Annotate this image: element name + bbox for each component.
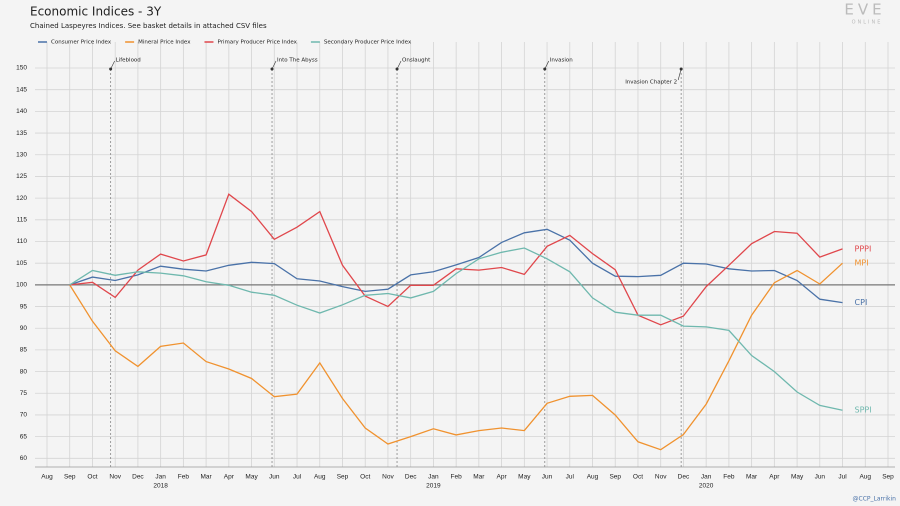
x-tick-label: Aug xyxy=(41,474,53,481)
x-tick-label: Mar xyxy=(473,474,485,481)
x-tick-label: May xyxy=(518,474,531,481)
year-label: 2019 xyxy=(426,483,441,490)
event-connector xyxy=(396,60,402,70)
year-label: 2018 xyxy=(153,483,168,490)
x-tick-label: Jul xyxy=(566,474,575,481)
x-tick-label: Jun xyxy=(269,474,280,481)
x-tick-label: Jan xyxy=(428,474,439,481)
end-label: PPPI xyxy=(855,244,872,253)
x-tick-label: Oct xyxy=(87,474,97,481)
event-connector xyxy=(271,60,277,70)
y-tick-label: 95 xyxy=(20,303,28,310)
x-tick-label: Jan xyxy=(701,474,712,481)
x-tick-label: Sep xyxy=(64,474,76,481)
y-tick-label: 130 xyxy=(16,151,27,158)
legend-label: Secondary Producer Price Index xyxy=(324,40,412,46)
x-tick-label: Aug xyxy=(587,474,599,481)
end-label: MPI xyxy=(855,259,869,268)
x-tick-label: Jul xyxy=(838,474,847,481)
y-tick-label: 105 xyxy=(16,260,27,267)
x-tick-label: Sep xyxy=(337,474,349,481)
series-line xyxy=(69,262,843,451)
x-tick-label: Aug xyxy=(859,474,871,481)
y-tick-label: 120 xyxy=(16,195,27,202)
x-tick-label: Oct xyxy=(360,474,370,481)
x-tick-label: Jun xyxy=(542,474,553,481)
series-line xyxy=(69,193,843,326)
x-tick-label: Dec xyxy=(678,474,690,481)
x-tick-label: Nov xyxy=(382,474,394,481)
x-tick-label: Sep xyxy=(882,474,894,481)
x-tick-label: Apr xyxy=(769,474,780,481)
logo: EVE xyxy=(844,1,885,19)
x-tick-label: Sep xyxy=(609,474,621,481)
y-tick-label: 135 xyxy=(16,130,27,137)
y-tick-label: 60 xyxy=(20,455,28,462)
x-tick-label: Dec xyxy=(132,474,144,481)
event-connector xyxy=(677,68,682,81)
y-tick-label: 75 xyxy=(20,390,28,397)
logo-sub: ONLINE xyxy=(852,20,883,26)
x-tick-label: Mar xyxy=(746,474,758,481)
y-tick-label: 80 xyxy=(20,368,28,375)
x-tick-label: Feb xyxy=(451,474,463,481)
event-label: Invasion Chapter 2 xyxy=(625,80,677,86)
x-tick-label: Jul xyxy=(293,474,302,481)
x-tick-label: May xyxy=(791,474,804,481)
end-label: SPPI xyxy=(855,406,872,415)
x-tick-label: Jan xyxy=(155,474,166,481)
y-tick-label: 90 xyxy=(20,325,28,332)
x-tick-label: Nov xyxy=(109,474,121,481)
y-tick-label: 85 xyxy=(20,347,28,354)
x-tick-label: Aug xyxy=(314,474,326,481)
event-label: Into The Abyss xyxy=(277,58,318,64)
x-tick-label: Oct xyxy=(633,474,643,481)
series-line xyxy=(69,228,843,304)
event-connector xyxy=(544,60,550,70)
y-tick-label: 115 xyxy=(17,217,28,224)
y-tick-label: 110 xyxy=(17,238,28,245)
y-tick-label: 125 xyxy=(16,173,27,180)
chart-title: Economic Indices - 3Y xyxy=(30,5,162,19)
legend-label: Consumer Price Index xyxy=(51,40,112,46)
series-line xyxy=(69,247,843,411)
x-tick-label: Mar xyxy=(201,474,213,481)
y-tick-label: 140 xyxy=(16,108,27,115)
x-tick-label: May xyxy=(245,474,258,481)
end-label: CPI xyxy=(855,298,868,307)
x-tick-label: Feb xyxy=(723,474,735,481)
y-tick-label: 145 xyxy=(16,86,27,93)
event-label: Onslaught xyxy=(402,58,431,64)
event-label: Lifeblood xyxy=(116,58,141,64)
legend-label: Primary Producer Price Index xyxy=(217,40,297,46)
event-label: Invasion xyxy=(550,58,573,64)
chart-subtitle: Chained Laspeyres Indices. See basket de… xyxy=(30,22,267,30)
x-tick-label: Apr xyxy=(224,474,235,481)
y-tick-label: 150 xyxy=(16,65,27,72)
event-connector xyxy=(110,60,115,70)
y-tick-label: 70 xyxy=(20,412,28,419)
y-tick-label: 65 xyxy=(20,433,28,440)
y-tick-label: 100 xyxy=(16,282,27,289)
x-tick-label: Nov xyxy=(655,474,667,481)
x-tick-label: Jun xyxy=(815,474,826,481)
legend-label: Mineral Price Index xyxy=(138,40,191,46)
credit: @CCP_Larrikin xyxy=(853,496,897,503)
x-tick-label: Apr xyxy=(497,474,508,481)
year-label: 2020 xyxy=(699,483,714,490)
x-tick-label: Dec xyxy=(405,474,417,481)
x-tick-label: Feb xyxy=(178,474,190,481)
